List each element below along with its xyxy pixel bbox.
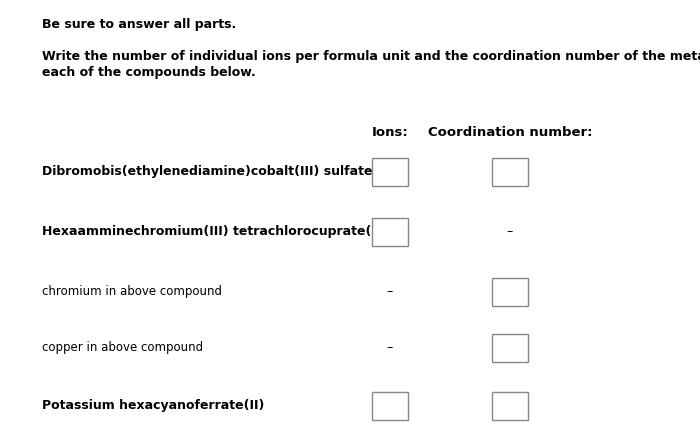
Text: Hexaamminechromium(III) tetrachlorocuprate(II): Hexaamminechromium(III) tetrachlorocupra… bbox=[42, 226, 386, 239]
Text: Be sure to answer all parts.: Be sure to answer all parts. bbox=[42, 18, 237, 31]
Text: each of the compounds below.: each of the compounds below. bbox=[42, 66, 256, 79]
Bar bbox=[492, 278, 528, 306]
Text: Potassium hexacyanoferrate(II): Potassium hexacyanoferrate(II) bbox=[42, 399, 265, 413]
Bar bbox=[492, 334, 528, 362]
Bar bbox=[372, 218, 408, 246]
Bar bbox=[372, 392, 408, 420]
Text: Ions:: Ions: bbox=[372, 126, 408, 139]
Text: –: – bbox=[507, 226, 513, 239]
Bar bbox=[492, 158, 528, 186]
Text: Dibromobis(ethylenediamine)cobalt(III) sulfate: Dibromobis(ethylenediamine)cobalt(III) s… bbox=[42, 166, 372, 179]
Text: chromium in above compound: chromium in above compound bbox=[42, 286, 222, 299]
Text: Write the number of individual ions per formula unit and the coordination number: Write the number of individual ions per … bbox=[42, 50, 700, 63]
Bar bbox=[372, 158, 408, 186]
Text: Coordination number:: Coordination number: bbox=[428, 126, 592, 139]
Text: copper in above compound: copper in above compound bbox=[42, 342, 203, 354]
Text: –: – bbox=[387, 286, 393, 299]
Text: –: – bbox=[387, 342, 393, 354]
Bar bbox=[492, 392, 528, 420]
